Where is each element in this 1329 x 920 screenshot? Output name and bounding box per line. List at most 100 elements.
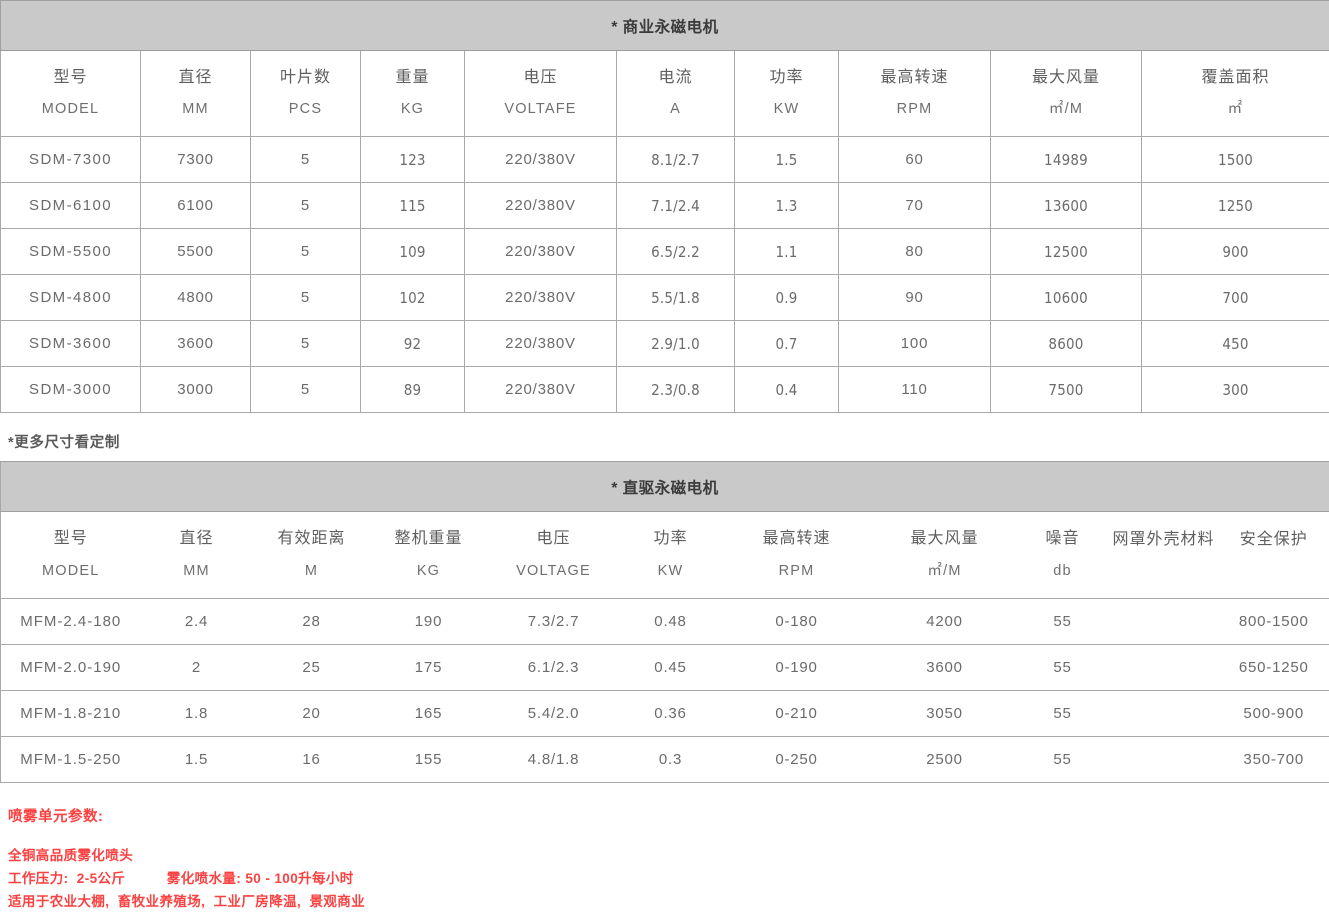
cell-model: SDM-4800 <box>0 274 141 321</box>
column-header-en: ㎡/M <box>1048 101 1084 118</box>
table-row: SDM-3600 3600 5 92 220/380V 2.9/1.0 0.7 100 8600… <box>0 320 1329 367</box>
cell-value: 220/380V <box>464 136 617 183</box>
cell-value: 5 <box>250 274 361 321</box>
cell-value: 5 <box>250 228 361 275</box>
column-header-en: KW <box>657 563 684 580</box>
cell-value: 5 <box>250 366 361 413</box>
column-header-cn: 噪音 <box>1045 530 1080 548</box>
cell-value: 175 <box>370 644 487 691</box>
cell-value: 0-210 <box>720 690 873 737</box>
spray-unit-line-1: 工作压力: 2-5公斤 雾化喷水量: 50 - 100升每小时 <box>8 871 354 886</box>
cell-value: 3600 <box>872 644 1017 691</box>
cell-value: 8.1/2.7 <box>616 136 735 183</box>
custom-size-note: *更多尺寸看定制 <box>8 435 120 451</box>
column-header-en: RPM <box>778 563 815 580</box>
column-header-en: VOLTAGE <box>516 563 591 580</box>
table1-column-header-2: 叶片数 PCS <box>250 50 361 137</box>
column-header-cn: 直径 <box>178 69 213 87</box>
table2-column-header-1: 直径 MM <box>140 511 253 599</box>
cell-value: 5 <box>250 320 361 367</box>
table1-title: * 商业永磁电机 <box>0 0 1329 51</box>
cell-value: 10600 <box>990 274 1142 321</box>
cell-model: SDM-6100 <box>0 182 141 229</box>
cell-value: 5 <box>250 182 361 229</box>
cell-value: 1.3 <box>734 182 839 229</box>
column-header-en: MODEL <box>41 101 100 118</box>
cell-value: 70 <box>838 182 991 229</box>
column-header-en: KW <box>773 101 800 118</box>
column-header-cn: 覆盖面积 <box>1201 69 1270 87</box>
cell-value: 123 <box>360 136 465 183</box>
table1-column-header-0: 型号 MODEL <box>0 50 141 137</box>
cell-model: SDM-3000 <box>0 366 141 413</box>
table1-column-header-6: 功率 KW <box>734 50 839 137</box>
cell-value: 4800 <box>140 274 251 321</box>
cell-value: 28 <box>252 598 371 645</box>
column-header-cn: 叶片数 <box>279 69 331 87</box>
cell-value: 5.5/1.8 <box>616 274 735 321</box>
cell-model: SDM-7300 <box>0 136 141 183</box>
cell-value: 155 <box>370 736 487 783</box>
column-header-cn: 型号 <box>53 69 88 87</box>
table2-header-row: 型号 MODEL 直径 MM 有效距离 M 整机重量 KG 电压 VOLTAGE 功率 KW 最高转速 R… <box>0 511 1329 599</box>
cell-value <box>1108 598 1219 645</box>
table-row: SDM-4800 4800 5 102 220/380V 5.5/1.8 0.9 90 1060… <box>0 274 1329 321</box>
cell-value: 1250 <box>1140 182 1329 229</box>
column-header-cn: 有效距离 <box>277 530 346 548</box>
cell-value: 14989 <box>990 136 1142 183</box>
cell-value: 500-900 <box>1218 690 1329 737</box>
cell-value: 115 <box>360 182 465 229</box>
cell-value: 220/380V <box>464 182 617 229</box>
cell-value: 60 <box>838 136 991 183</box>
column-header-en: VOLTAFE <box>504 101 577 118</box>
cell-value: 2 <box>140 644 253 691</box>
column-header-cn: 整机重量 <box>394 530 463 548</box>
column-header-en: A <box>670 101 681 118</box>
column-header-cn: 最大风量 <box>910 530 979 548</box>
cell-value: 3050 <box>872 690 1017 737</box>
column-header-cn: 电压 <box>536 530 571 548</box>
cell-value: 0-180 <box>720 598 873 645</box>
cell-value: 80 <box>838 228 991 275</box>
table1-column-header-1: 直径 MM <box>140 50 251 137</box>
table2-column-header-3: 整机重量 KG <box>370 511 487 599</box>
cell-value: 25 <box>252 644 371 691</box>
table2-title-row: * 直驱永磁电机 <box>0 461 1329 512</box>
table2-title: * 直驱永磁电机 <box>0 461 1329 512</box>
table1-column-header-4: 电压 VOLTAFE <box>464 50 617 137</box>
column-header-en: ㎡ <box>1227 101 1244 118</box>
table2-column-header-10: 安全保护 <box>1218 511 1329 599</box>
column-header-en: ㎡/M <box>927 563 962 580</box>
column-header-cn: 最大风量 <box>1031 69 1100 87</box>
cell-value: 16 <box>252 736 371 783</box>
table-row: MFM-1.8-210 1.8 20 165 5.4/2.0 0.36 0-210 3050 5… <box>0 690 1329 737</box>
table2-column-header-4: 电压 VOLTAGE <box>486 511 621 599</box>
table-row: SDM-6100 6100 5 115 220/380V 7.1/2.4 1.3 70 1360… <box>0 182 1329 229</box>
spray-unit-line-0: 全铜高品质雾化喷头 <box>8 848 134 863</box>
cell-value: 6.1/2.3 <box>486 644 621 691</box>
column-header-cn: 型号 <box>53 530 88 548</box>
table1-column-header-3: 重量 KG <box>360 50 465 137</box>
table-row: MFM-2.4-180 2.4 28 190 7.3/2.7 0.48 0-180 4200 5… <box>0 598 1329 645</box>
cell-value: 0.3 <box>620 736 721 783</box>
column-header-en: MM <box>182 101 209 118</box>
table2-column-header-2: 有效距离 M <box>252 511 371 599</box>
cell-value: 7500 <box>990 366 1142 413</box>
column-header-cn: 电压 <box>523 69 558 87</box>
table2-body: MFM-2.4-180 2.4 28 190 7.3/2.7 0.48 0-180 4200 5… <box>0 598 1329 783</box>
spray-unit-title: 喷雾单元参数: <box>8 809 104 825</box>
direct-drive-motor-table: * 直驱永磁电机 型号 MODEL 直径 MM 有效距离 M 整机重量 KG 电压 VOLTAGE… <box>0 461 1329 783</box>
cell-value: 0.36 <box>620 690 721 737</box>
cell-value: 4.8/1.8 <box>486 736 621 783</box>
table2-column-header-5: 功率 KW <box>620 511 721 599</box>
cell-value: 2.9/1.0 <box>616 320 735 367</box>
column-header-en: db <box>1053 563 1072 580</box>
column-header-en <box>1109 565 1219 579</box>
cell-value: 700 <box>1140 274 1329 321</box>
cell-value: 220/380V <box>464 274 617 321</box>
cell-value: 190 <box>370 598 487 645</box>
cell-model: SDM-3600 <box>0 320 141 367</box>
cell-value: 7300 <box>140 136 251 183</box>
